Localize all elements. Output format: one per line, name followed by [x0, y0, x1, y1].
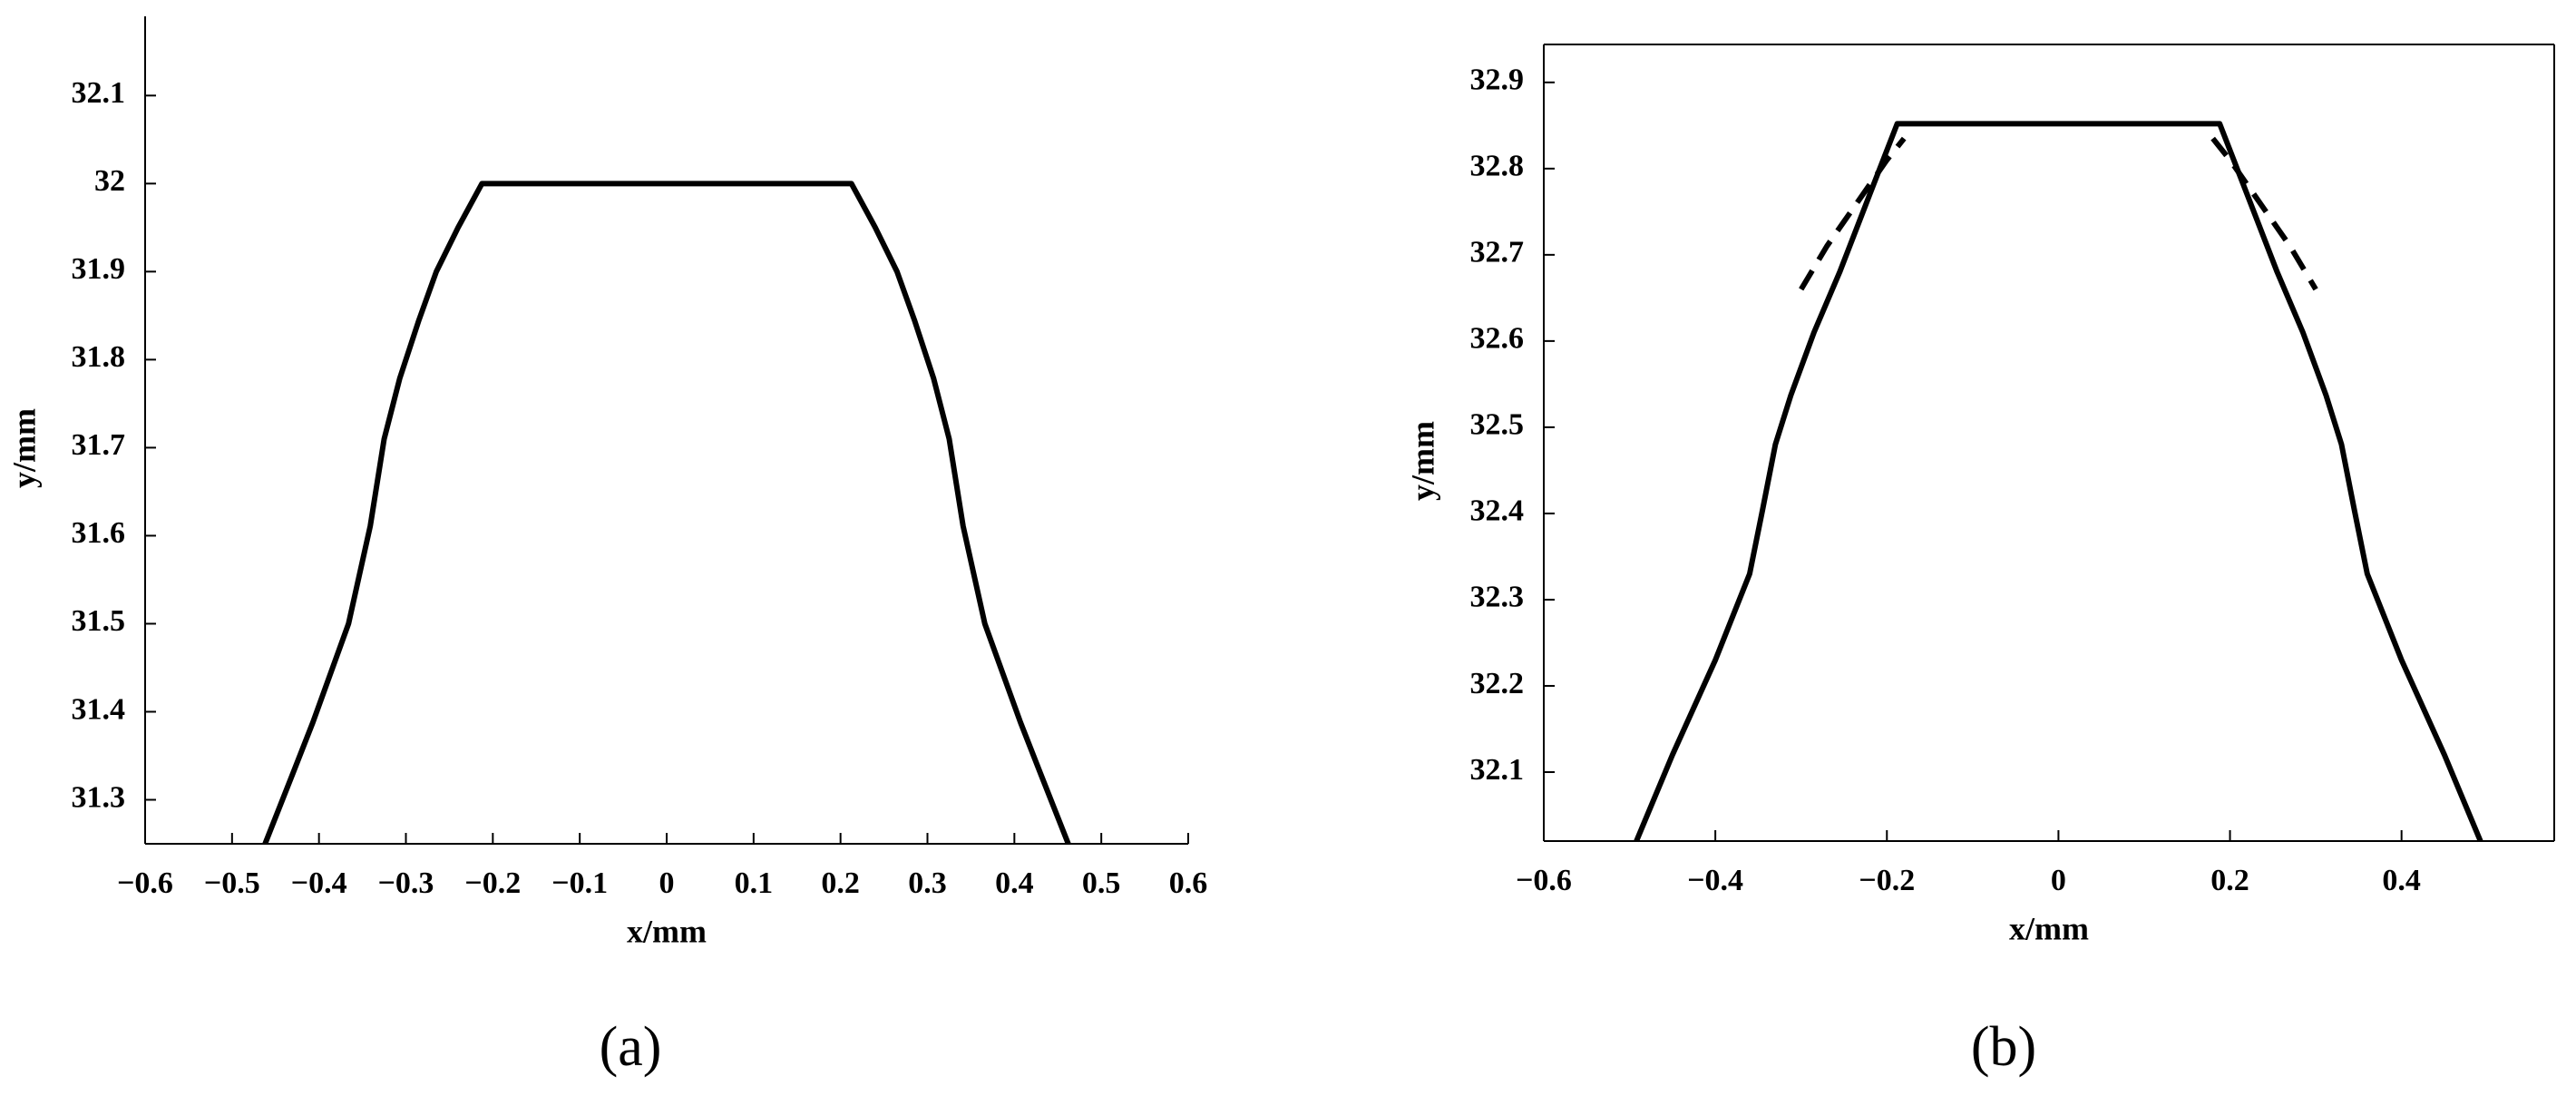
- x-tick-label: −0.6: [117, 866, 173, 900]
- y-tick-label: 32.5: [1470, 408, 1525, 442]
- y-tick-label: 31.9: [72, 252, 126, 286]
- x-tick-label: −0.6: [1516, 864, 1572, 897]
- y-tick-label: 31.5: [72, 604, 126, 638]
- y-tick-label: 32.3: [1470, 581, 1525, 614]
- dashed-line: [1799, 136, 2318, 291]
- solid-line: [262, 181, 1071, 846]
- x-tick-label: 0.6: [1169, 866, 1208, 900]
- x-tick-label: 0: [659, 866, 675, 900]
- y-tick-label: 32.7: [1470, 236, 1525, 269]
- x-tick-label: 0.1: [735, 866, 774, 900]
- x-tick-label: 0.3: [908, 866, 947, 900]
- y-tick-label: 32.4: [1470, 494, 1525, 528]
- y-tick-label: 31.4: [72, 692, 126, 726]
- panel-label: (a): [600, 1016, 662, 1078]
- y-tick-label: 32.1: [72, 76, 126, 110]
- x-tick-label: −0.1: [551, 866, 608, 900]
- x-tick-label: −0.3: [378, 866, 434, 900]
- x-tick-label: 0.4: [2382, 864, 2421, 897]
- y-tick-label: 31.7: [72, 428, 126, 462]
- x-tick-label: −0.2: [1859, 864, 1915, 897]
- y-axis-label: y/mm: [5, 408, 42, 488]
- y-tick-label: 31.8: [72, 340, 126, 374]
- y-tick-label: 31.6: [72, 516, 126, 550]
- y-tick-label: 32: [94, 164, 125, 198]
- x-axis-label: x/mm: [2009, 910, 2089, 946]
- x-tick-label: −0.4: [1687, 864, 1743, 897]
- y-tick-label: 31.3: [72, 780, 126, 814]
- y-tick-label: 32.1: [1470, 753, 1525, 787]
- y-tick-label: 32.2: [1470, 667, 1525, 700]
- y-tick-label: 32.9: [1470, 64, 1525, 97]
- x-axis-label: x/mm: [627, 913, 707, 949]
- panel-label: (b): [1971, 1016, 2036, 1078]
- y-tick-label: 32.8: [1470, 150, 1525, 183]
- x-tick-label: −0.5: [204, 866, 260, 900]
- y-tick-label: 32.6: [1470, 322, 1525, 356]
- solid-line: [1634, 121, 2483, 843]
- x-tick-label: −0.2: [464, 866, 521, 900]
- x-tick-label: 0: [2051, 864, 2066, 897]
- x-tick-label: 0.2: [2210, 864, 2249, 897]
- x-tick-label: 0.5: [1082, 866, 1121, 900]
- x-tick-label: 0.4: [995, 866, 1034, 900]
- x-tick-label: 0.2: [821, 866, 860, 900]
- x-tick-label: −0.4: [291, 866, 347, 900]
- y-axis-label: y/mm: [1404, 421, 1440, 501]
